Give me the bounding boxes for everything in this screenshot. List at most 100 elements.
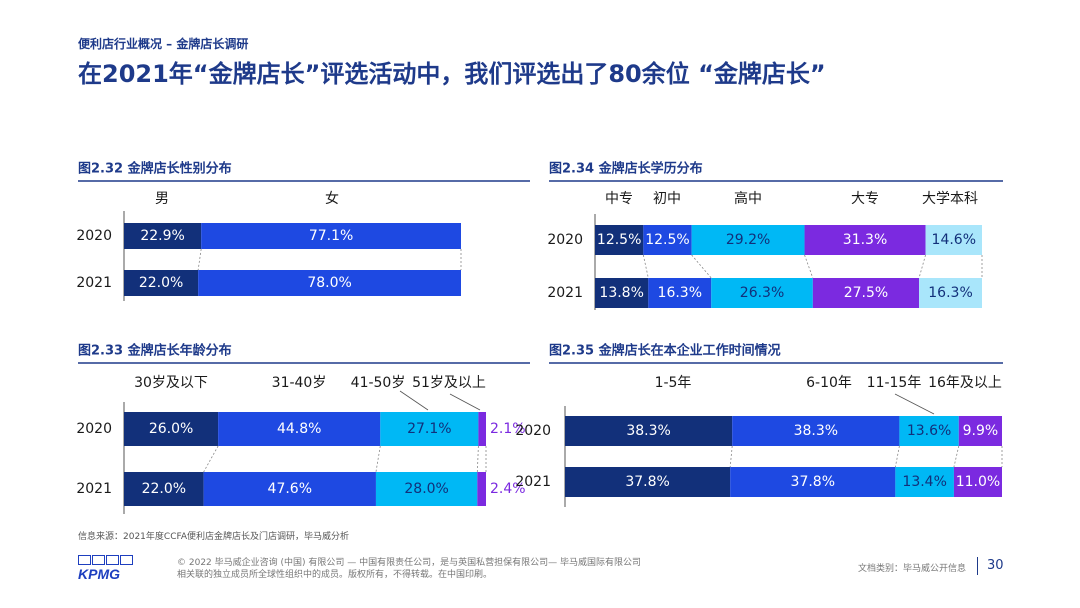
gender-year-label: 2020 (76, 228, 112, 244)
age-bar-segment (477, 472, 486, 506)
education-year-label: 2020 (547, 232, 583, 248)
age-connector (203, 445, 219, 473)
education-bar-segment (691, 225, 805, 255)
age-bar-segment (124, 412, 219, 446)
tenure-year-label: 2021 (515, 474, 551, 490)
tenure-segment-label: 11-15年 (867, 375, 922, 391)
education-segment-label: 大学本科 (922, 191, 978, 207)
education-bar-segment (711, 278, 813, 308)
education-bar-segment (804, 225, 926, 255)
gender-data-label: 77.1% (309, 228, 353, 244)
education-segment-label: 高中 (734, 190, 762, 207)
tenure-data-label: 11.0% (956, 474, 1000, 490)
education-chart-title: 图2.34 金牌店长学历分布 (549, 161, 703, 177)
education-connector (918, 254, 926, 279)
age-connector (476, 445, 479, 473)
gender-bar-segment (198, 270, 461, 296)
education-segment-label: 中专 (605, 191, 633, 207)
tenure-bar-segment (895, 467, 954, 497)
education-data-label: 16.3% (658, 285, 702, 301)
age-connector (375, 445, 381, 473)
age-year-label: 2021 (76, 481, 112, 497)
age-data-label: 47.6% (268, 481, 312, 497)
education-bar-segment (595, 225, 644, 255)
tenure-chart-title: 图2.35 金牌店长在本企业工作时间情况 (549, 343, 781, 359)
education-data-label: 31.3% (843, 232, 887, 248)
education-segment-label: 大专 (851, 191, 879, 207)
age-bar-segment (375, 472, 478, 506)
age-data-label: 44.8% (277, 421, 321, 437)
page-title: 在2021年“金牌店长”评选活动中，我们评选出了80余位 “金牌店长” (78, 60, 826, 88)
tenure-data-label: 9.9% (963, 423, 999, 439)
document-classification: 文档类别：毕马威公开信息 (858, 564, 967, 574)
tenure-year-label: 2020 (515, 423, 551, 439)
age-data-label: 27.1% (407, 421, 451, 437)
tenure-connector (729, 445, 733, 468)
education-bar-segment (812, 278, 920, 308)
age-segment-label: 31-40岁 (272, 375, 327, 391)
education-data-label: 12.5% (645, 232, 689, 248)
tenure-data-label: 38.3% (794, 423, 838, 439)
tenure-bar-segment (730, 467, 896, 497)
tenure-data-label: 37.8% (625, 474, 669, 490)
age-data-label: 26.0% (149, 421, 193, 437)
tenure-bar-segment (732, 416, 900, 446)
logo-text: KPMG (78, 566, 120, 582)
age-segment-label: 51岁及以上 (412, 375, 486, 391)
age-bar-segment (124, 472, 204, 506)
age-data-label: 28.0% (404, 481, 448, 497)
gender-segment-label: 女 (325, 190, 339, 207)
copyright: © 2022 毕马威企业咨询 (中国) 有限公司 — 中国有限责任公司，是与英国… (177, 557, 647, 581)
age-bar-segment (218, 412, 381, 446)
source-note: 信息来源：2021年度CCFA便利店金牌店长及门店调研，毕马威分析 (78, 532, 349, 542)
age-bar-segment (380, 412, 479, 446)
gender-connector (197, 248, 202, 271)
gender-chart-title: 图2.32 金牌店长性别分布 (78, 161, 232, 177)
age-bar-segment (478, 412, 486, 446)
education-data-label: 27.5% (844, 285, 888, 301)
education-bar-segment (925, 225, 982, 255)
tenure-connector (953, 445, 960, 468)
copyright-line-2: 相关联的独立成员所全球性组织中的成员。版权所有，不得转载。在中国印刷。 (177, 570, 493, 580)
tenure-segment-label: 6-10年 (806, 375, 852, 391)
tenure-data-label: 38.3% (626, 423, 670, 439)
education-data-label: 14.6% (932, 232, 976, 248)
age-data-label: 2.1% (490, 421, 526, 437)
tenure-bar-segment (565, 467, 731, 497)
age-segment-label: 41-50岁 (351, 375, 406, 391)
gender-year-label: 2021 (76, 275, 112, 291)
education-data-label: 13.8% (599, 285, 643, 301)
gender-bar-segment (124, 270, 199, 296)
age-chart-title: 图2.33 金牌店长年龄分布 (78, 343, 232, 359)
tenure-segment-label: 16年及以上 (928, 375, 1002, 391)
education-connector (691, 254, 712, 279)
tenure-leader-line (894, 393, 935, 415)
tenure-bar-segment (899, 416, 959, 446)
copyright-line-1: © 2022 毕马威企业咨询 (中国) 有限公司 — 中国有限责任公司，是与英国… (177, 558, 641, 568)
gender-data-label: 22.0% (139, 275, 183, 291)
gender-bar-segment (201, 223, 461, 249)
logo-squares-icon (78, 555, 136, 565)
education-data-label: 26.3% (740, 285, 784, 301)
gender-bar-segment (124, 223, 202, 249)
tenure-segment-label: 1-5年 (655, 375, 692, 391)
education-data-label: 12.5% (597, 232, 641, 248)
kpmg-logo: KPMG (78, 555, 136, 582)
tenure-data-label: 13.6% (907, 423, 951, 439)
education-data-label: 29.2% (726, 232, 770, 248)
gender-data-label: 22.9% (140, 228, 184, 244)
tenure-bar-segment (958, 416, 1002, 446)
tenure-bar-segment (565, 416, 733, 446)
education-connector (642, 254, 649, 279)
gender-data-label: 78.0% (307, 275, 351, 291)
age-data-label: 22.0% (142, 481, 186, 497)
education-year-label: 2021 (547, 285, 583, 301)
education-bar-segment (648, 278, 712, 308)
breadcrumb: 便利店行业概况 – 金牌店长调研 (78, 37, 249, 51)
page-divider (977, 557, 978, 575)
age-year-label: 2020 (76, 421, 112, 437)
age-bar-segment (203, 472, 376, 506)
education-connector (804, 254, 814, 279)
age-data-label: 2.4% (490, 481, 526, 497)
